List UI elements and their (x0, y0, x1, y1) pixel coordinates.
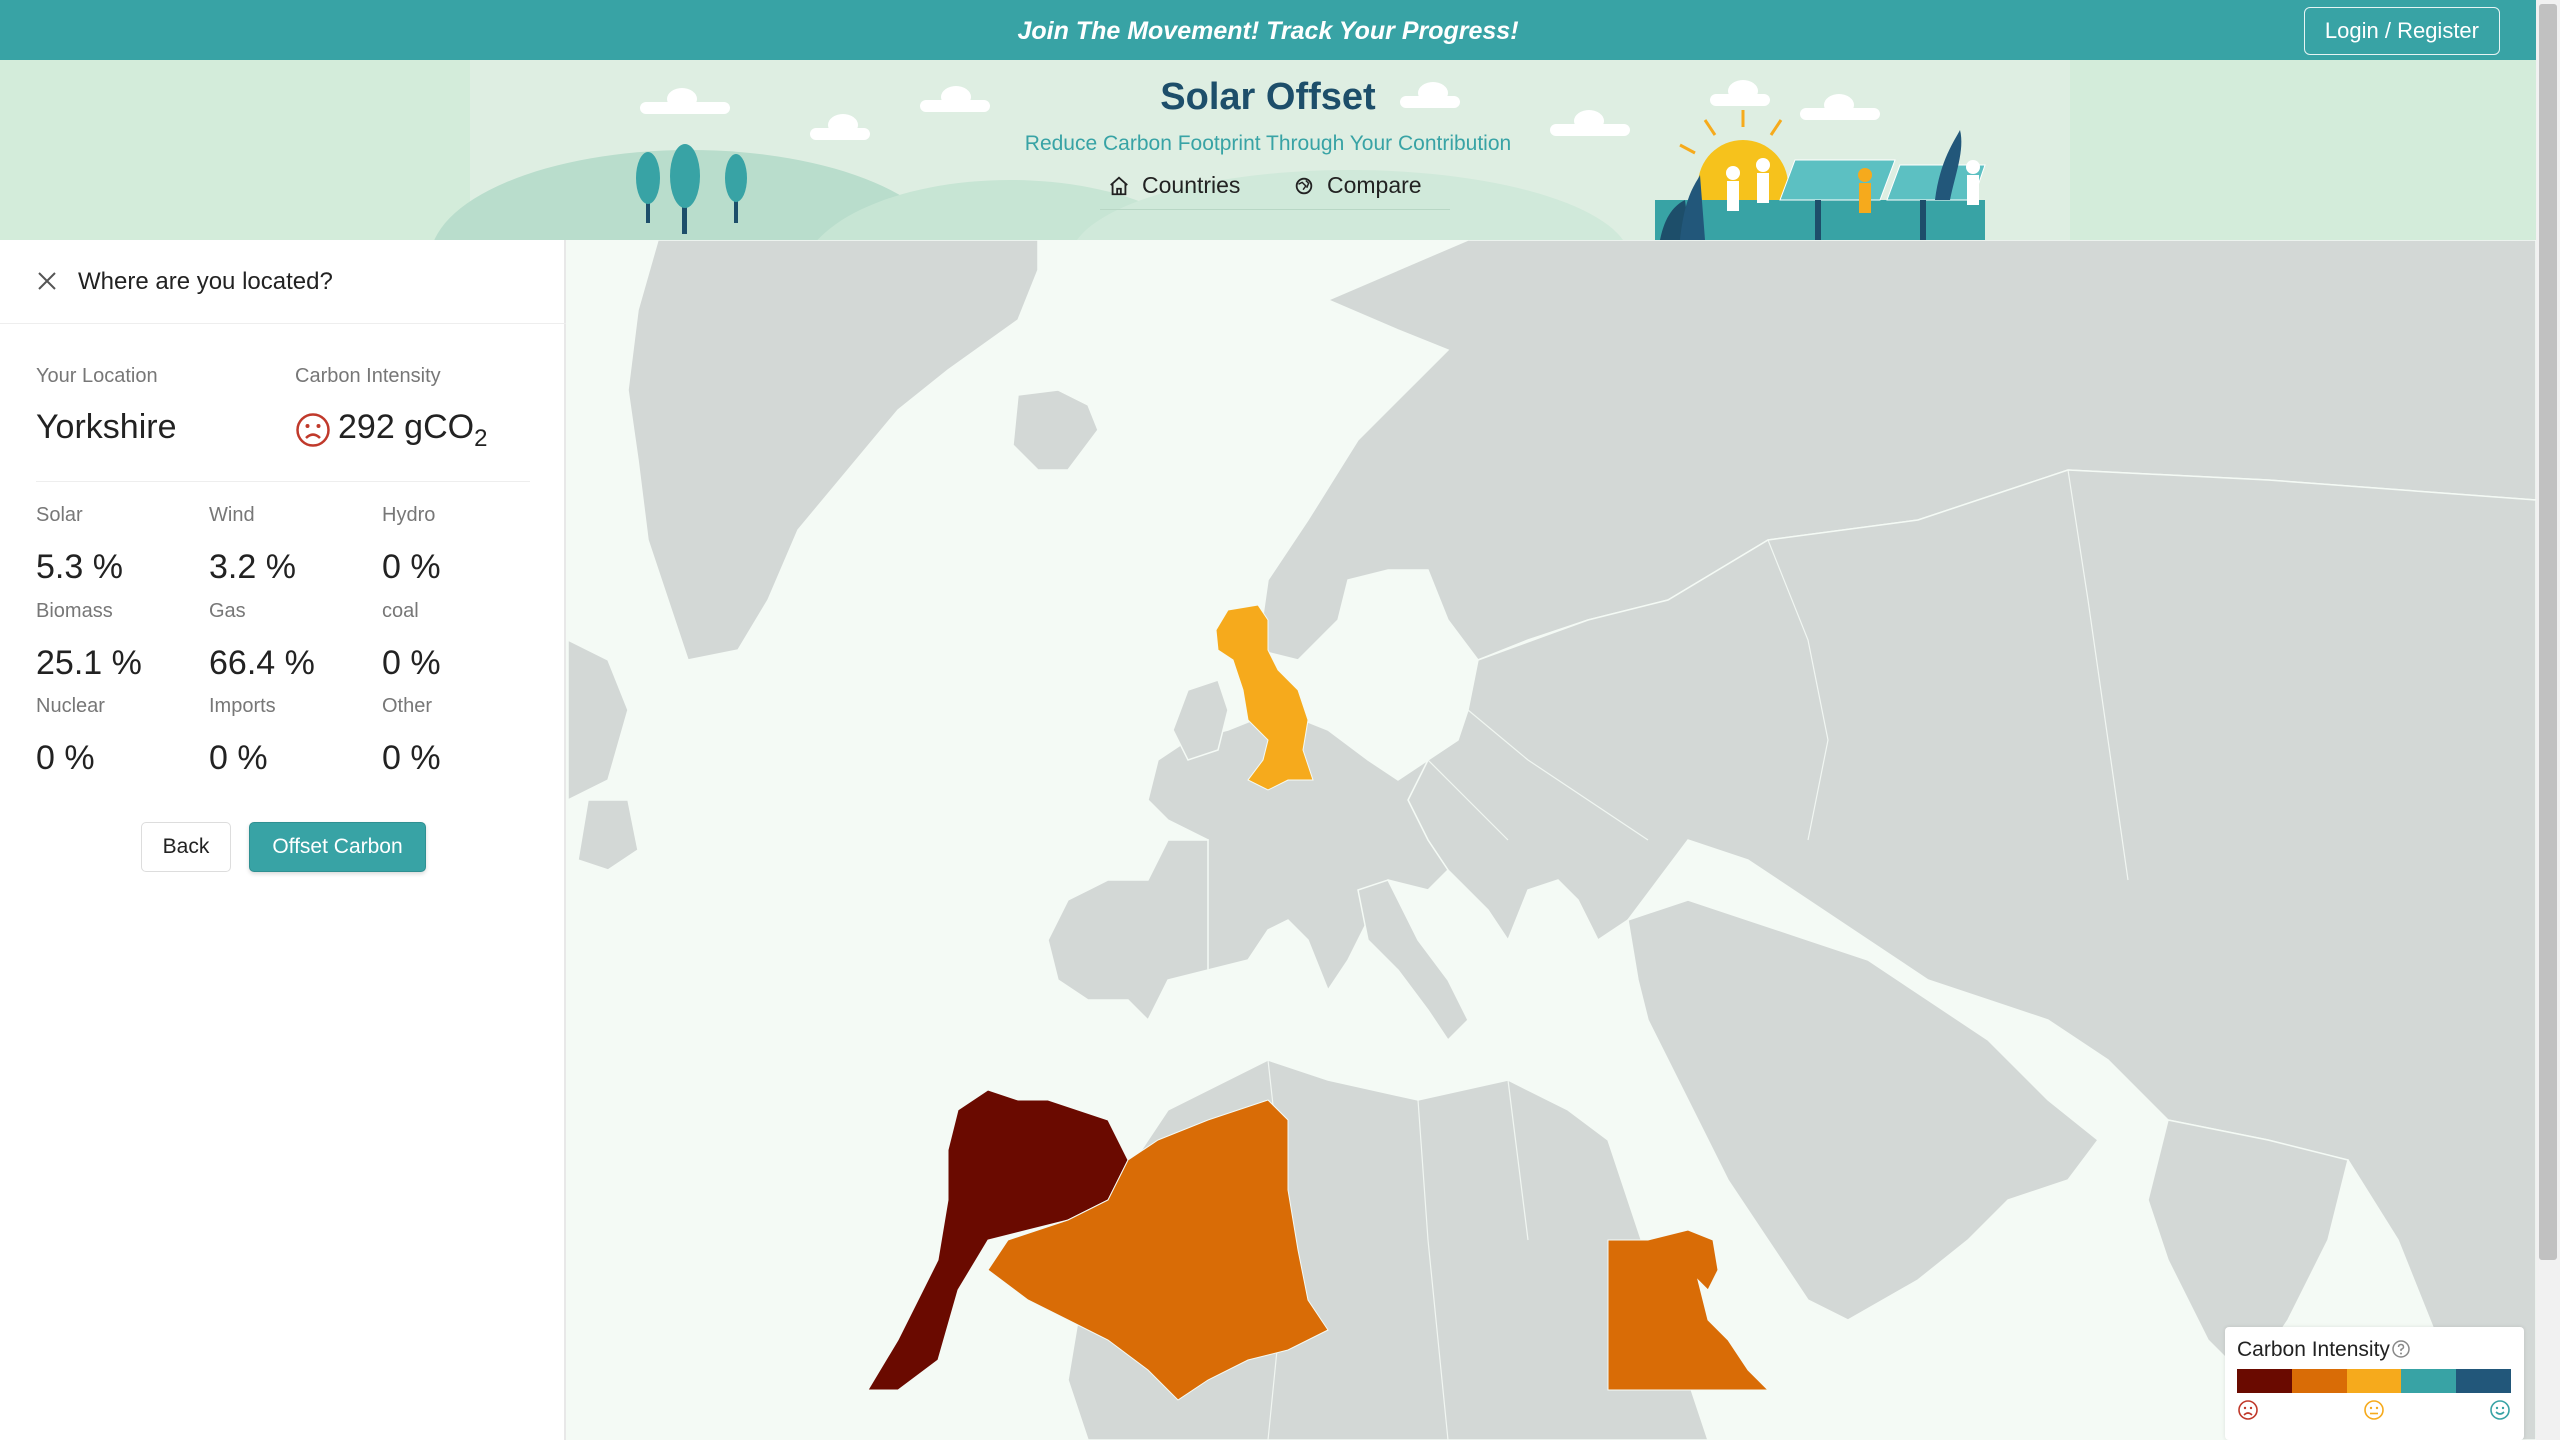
mix-label-solar: Solar (36, 504, 83, 526)
nav-countries[interactable]: Countries (1108, 172, 1240, 199)
top-banner: Join The Movement! Track Your Progress! … (0, 0, 2536, 60)
greenland (627, 240, 1039, 661)
mix-value-gas: 66.4 % (209, 644, 315, 682)
intensity-subscript: 2 (474, 424, 488, 452)
western-europe (1147, 709, 1449, 992)
italy (1357, 879, 1469, 1042)
intensity-number: 292 gCO (338, 408, 475, 446)
header-illustration (430, 60, 2070, 240)
legend-swatch-high (2291, 1369, 2347, 1393)
sad-face-icon (296, 413, 330, 447)
panel-divider (36, 481, 530, 482)
morocco-highlight[interactable] (867, 1089, 1129, 1391)
legend-swatch-very-high (2237, 1369, 2292, 1393)
mix-value-wind: 3.2 % (209, 548, 296, 586)
legend-swatch-medium (2346, 1369, 2402, 1393)
map-canvas[interactable] (568, 240, 2536, 1440)
iceland (1012, 389, 1099, 471)
scrollbar-thumb[interactable] (2539, 4, 2557, 1260)
main-nav: Countries Compare (1100, 172, 1450, 210)
carbon-intensity-legend: Carbon Intensity (2225, 1327, 2524, 1440)
location-label: Your Location (36, 365, 158, 387)
home-icon (1110, 176, 1128, 195)
algeria-highlight[interactable] (987, 1099, 1329, 1401)
mix-label-nuclear: Nuclear (36, 695, 105, 717)
site-header: Solar Offset Reduce Carbon Footprint Thr… (0, 60, 2536, 240)
canada-fragment (568, 639, 629, 801)
egypt-highlight[interactable] (1607, 1229, 1770, 1391)
intensity-value: 292 gCO2 (338, 408, 487, 453)
panel-title: Where are you located? (78, 268, 333, 295)
legend-swatch-low (2401, 1369, 2457, 1393)
canada-fragment-2 (577, 799, 639, 871)
mix-label-imports: Imports (209, 695, 276, 717)
nav-compare[interactable]: Compare (1293, 172, 1422, 199)
ireland (1172, 679, 1229, 761)
site-title: Solar Offset (1160, 76, 1376, 118)
mix-value-coal: 0 % (382, 644, 441, 682)
mix-value-nuclear: 0 % (36, 739, 95, 777)
solar-panels-illustration (1655, 110, 1986, 240)
offset-carbon-button[interactable]: Offset Carbon (249, 822, 426, 872)
neutral-face-icon (2364, 1400, 2384, 1420)
mix-value-biomass: 25.1 % (36, 644, 142, 682)
page-scrollbar[interactable] (2536, 0, 2560, 1440)
back-button[interactable]: Back (141, 822, 231, 872)
nav-compare-label: Compare (1327, 172, 1422, 198)
mix-label-gas: Gas (209, 600, 246, 622)
iberia (1047, 839, 1209, 1022)
happy-face-icon (2490, 1400, 2510, 1420)
banner-text: Join The Movement! Track Your Progress! (1017, 17, 1519, 45)
eurasia (1407, 469, 2536, 1440)
mix-label-coal: coal (382, 600, 419, 622)
location-panel: Where are you located? Your Location Yor… (0, 240, 566, 1440)
close-icon[interactable] (36, 270, 58, 292)
mix-label-wind: Wind (209, 504, 255, 526)
panel-header: Where are you located? (0, 240, 566, 324)
legend-swatch-very-low (2456, 1369, 2511, 1393)
location-value: Yorkshire (36, 408, 177, 446)
mix-value-solar: 5.3 % (36, 548, 123, 586)
mix-label-hydro: Hydro (382, 504, 436, 526)
mix-label-biomass: Biomass (36, 600, 113, 622)
mix-label-other: Other (382, 695, 433, 717)
trees-illustration (636, 144, 747, 234)
middle-east (1627, 899, 2100, 1321)
mix-value-imports: 0 % (209, 739, 268, 777)
mix-value-hydro: 0 % (382, 548, 441, 586)
site-subtitle: Reduce Carbon Footprint Through Your Con… (1024, 132, 1512, 155)
legend-color-scale (2237, 1369, 2511, 1393)
uk-highlight[interactable] (1215, 604, 1314, 791)
world-map[interactable] (568, 240, 2536, 1440)
mix-value-other: 0 % (382, 739, 441, 777)
question-circle-icon[interactable] (2391, 1339, 2411, 1359)
sad-face-icon (2238, 1400, 2258, 1420)
globe-icon (1295, 177, 1313, 194)
login-register-button[interactable]: Login / Register (2303, 7, 2500, 55)
legend-title: Carbon Intensity (2237, 1338, 2390, 1361)
intensity-label: Carbon Intensity (295, 365, 441, 387)
nav-countries-label: Countries (1142, 172, 1241, 198)
